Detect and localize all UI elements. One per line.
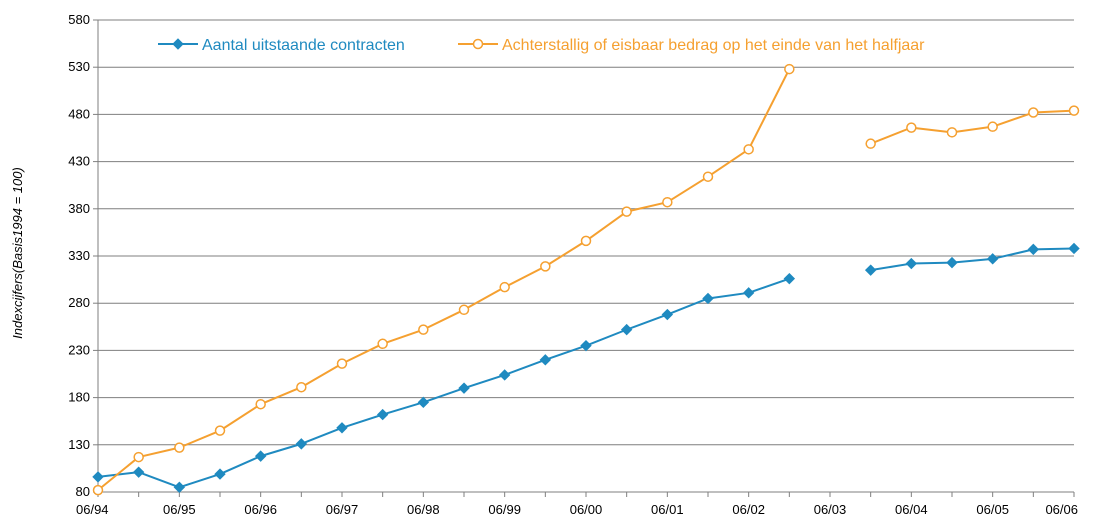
data-point — [336, 358, 348, 369]
x-tick-label: 06/95 — [163, 502, 196, 517]
data-point — [621, 206, 632, 217]
x-tick-label: 06/06 — [1045, 502, 1078, 517]
data-point — [620, 323, 633, 336]
data-point — [539, 354, 552, 366]
data-point — [580, 235, 592, 247]
x-tick-label: 06/98 — [407, 502, 440, 517]
data-point — [662, 196, 673, 208]
x-tick-label: 06/99 — [488, 502, 521, 517]
data-point — [498, 369, 511, 381]
data-point — [133, 451, 144, 463]
x-tick-label: 06/03 — [814, 502, 847, 517]
data-point — [946, 127, 958, 138]
data-point — [336, 422, 348, 434]
data-point — [946, 256, 958, 269]
legend-item-2: Achterstallig of eisbaar bedrag op het e… — [458, 37, 925, 54]
grid-lines — [98, 19, 1074, 493]
x-tick-label: 06/97 — [326, 502, 359, 517]
data-point — [702, 171, 714, 182]
x-tick-label: 06/01 — [651, 502, 684, 517]
x-tick-label: 06/04 — [895, 502, 928, 517]
series-line — [870, 109, 1075, 145]
series-2 — [92, 63, 1080, 496]
series-line — [97, 277, 790, 489]
y-tick-label: 280 — [68, 295, 90, 310]
data-point — [540, 261, 551, 272]
x-tick-label: 06/96 — [244, 502, 277, 517]
data-point — [173, 481, 186, 493]
data-point — [580, 339, 592, 352]
series-layer — [92, 63, 1080, 496]
data-point — [743, 144, 754, 155]
legend-label: Achterstallig of eisbaar bedrag op het e… — [502, 37, 925, 54]
data-point — [254, 450, 267, 462]
data-point — [296, 381, 307, 393]
x-tick-label: 06/00 — [570, 502, 603, 517]
data-point — [1068, 242, 1080, 255]
data-point — [864, 264, 877, 276]
x-tick-label: 06/02 — [732, 502, 765, 517]
y-tick-label: 180 — [68, 390, 90, 405]
data-point — [661, 308, 674, 321]
data-point — [986, 253, 999, 265]
data-point — [418, 324, 429, 335]
data-point — [376, 408, 389, 421]
axes: 80 130 180 230 280 330 380 430 480 530 580 06/94 06/… — [68, 12, 1078, 517]
series-line — [870, 247, 1075, 272]
data-point — [905, 257, 918, 270]
data-point — [783, 272, 796, 285]
series-line — [97, 68, 791, 491]
data-point — [132, 466, 145, 478]
data-point — [458, 382, 470, 394]
data-point — [1028, 107, 1039, 118]
y-tick-label: 580 — [68, 12, 90, 27]
y-axis-label: Indexcijfers(Basis1994 = 100) — [10, 167, 25, 339]
data-point — [458, 304, 470, 316]
data-point — [742, 287, 755, 299]
x-tick-label: 06/05 — [976, 502, 1009, 517]
data-point — [174, 442, 185, 453]
y-tick-label: 330 — [68, 248, 90, 263]
y-tick-label: 430 — [68, 154, 90, 169]
data-point — [295, 438, 308, 450]
legend-marker — [172, 38, 184, 50]
legend-label: Aantal uitstaande contracten — [202, 37, 405, 54]
y-tick-label: 80 — [76, 484, 90, 499]
data-point — [499, 281, 510, 293]
y-tick-label: 530 — [68, 59, 90, 74]
y-tick-label: 480 — [68, 106, 90, 121]
legend-marker — [472, 38, 484, 50]
data-point — [214, 468, 226, 480]
data-point — [784, 63, 795, 75]
data-point — [377, 338, 388, 350]
data-point — [92, 471, 104, 483]
y-tick-label: 230 — [68, 342, 90, 357]
data-point — [702, 292, 714, 305]
data-point — [214, 425, 226, 436]
data-point — [255, 398, 266, 410]
y-tick-label: 130 — [68, 437, 90, 452]
data-point — [987, 121, 998, 132]
data-point — [1068, 105, 1080, 116]
series-1 — [92, 242, 1080, 493]
data-point — [1027, 243, 1040, 256]
x-tick-label: 06/94 — [76, 502, 109, 517]
data-point — [906, 122, 917, 133]
y-tick-label: 380 — [68, 201, 90, 216]
data-point — [865, 138, 876, 149]
data-point — [417, 396, 430, 409]
legend: Aantal uitstaande contracten Achterstalli… — [158, 37, 925, 54]
data-point — [92, 484, 104, 496]
legend-item-1: Aantal uitstaande contracten — [158, 37, 405, 54]
